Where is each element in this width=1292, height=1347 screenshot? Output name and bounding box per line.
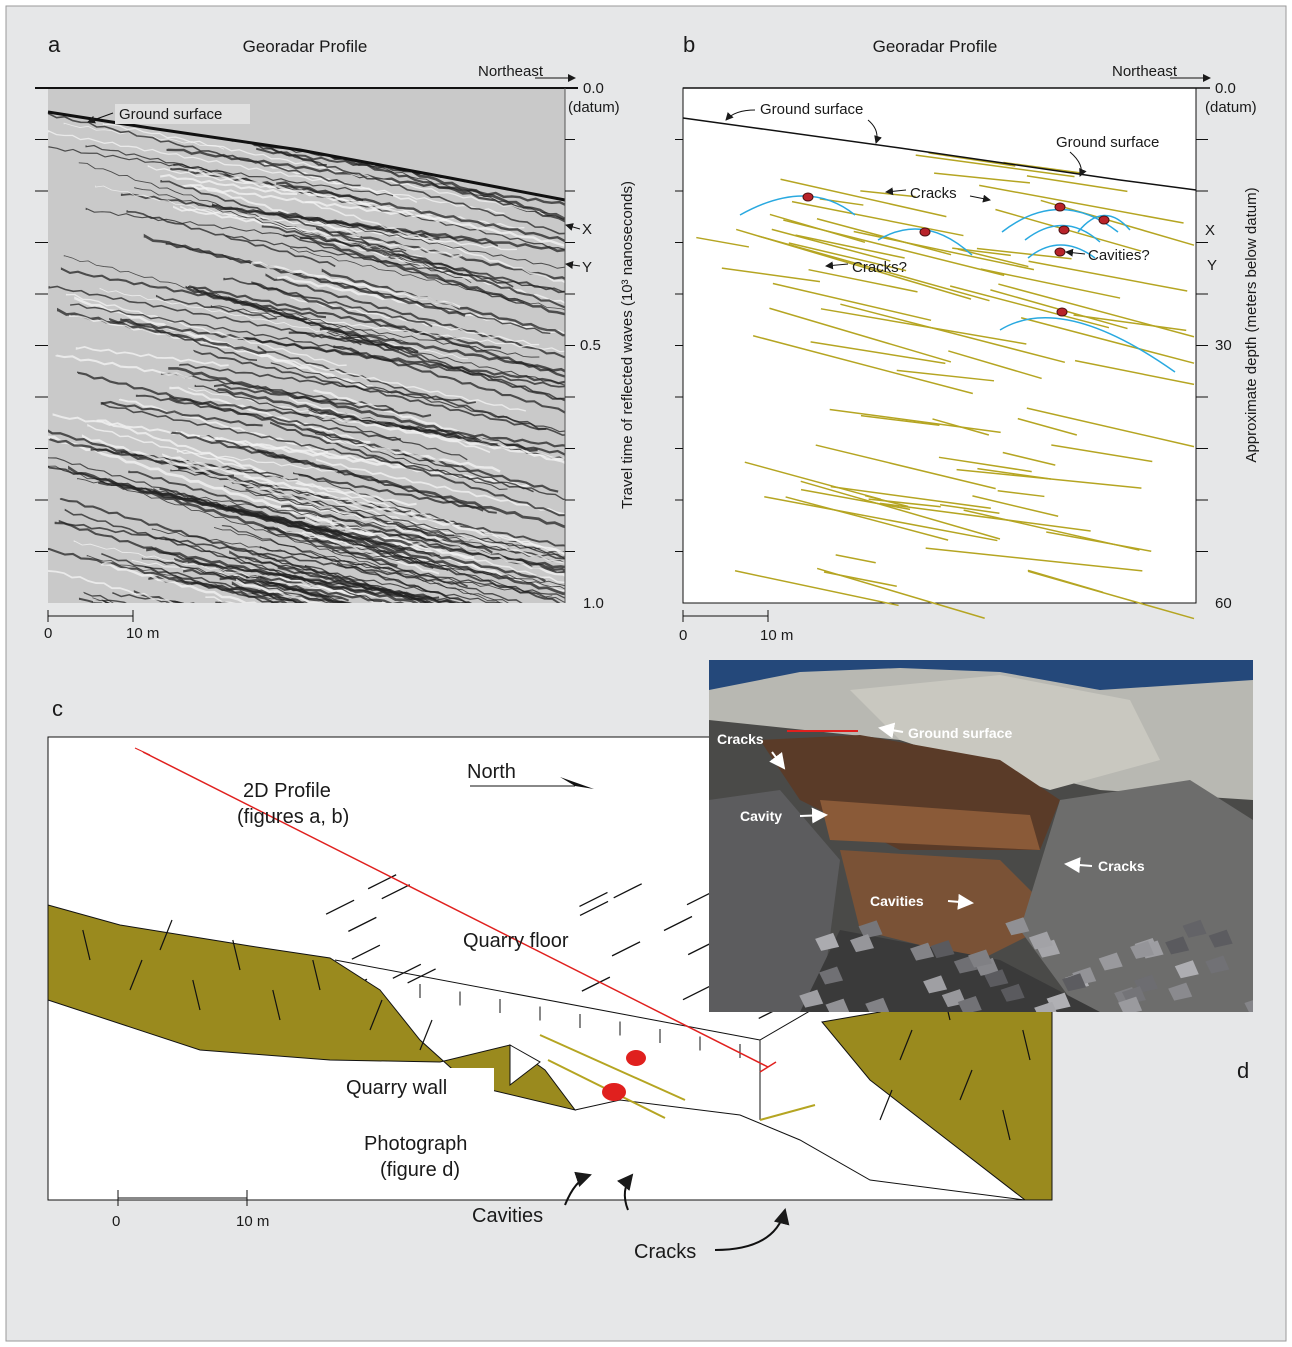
panel-letter: a	[48, 32, 61, 57]
figure: a Georadar Profile Northeast 0.0 (datum)…	[0, 0, 1292, 1347]
cavity-label: Cavity	[740, 808, 782, 824]
axis-label: Travel time of reflected waves (10³ nano…	[619, 181, 636, 509]
cracks-label: Cracks	[1098, 858, 1145, 874]
axis-top-label: 0.0	[1215, 80, 1236, 97]
scale-end: 10 m	[760, 627, 793, 644]
scale-start: 0	[679, 627, 687, 644]
cavities-label: Cavities	[472, 1205, 543, 1227]
cavity-point	[803, 193, 813, 201]
cavity	[602, 1083, 626, 1101]
marker-x: X	[1205, 222, 1215, 239]
cavity-point	[1059, 226, 1069, 234]
cavities-question-label: Cavities?	[1088, 247, 1150, 264]
ground-surface-label: Ground surface	[760, 101, 863, 118]
marker-y: Y	[1207, 257, 1217, 274]
direction-label: Northeast	[1112, 63, 1178, 80]
panel-title: Georadar Profile	[243, 37, 368, 56]
marker-x: X	[582, 221, 592, 238]
cavity-point	[1057, 308, 1067, 316]
quarry-wall-label: Quarry wall	[346, 1077, 447, 1099]
panel-title: Georadar Profile	[873, 37, 998, 56]
panel-letter: d	[1237, 1058, 1249, 1083]
north-label: North	[467, 761, 516, 783]
quarry-floor-label: Quarry floor	[463, 930, 569, 952]
cavity-point	[920, 228, 930, 236]
interpretation-box	[683, 88, 1196, 603]
axis-top-note: (datum)	[1205, 99, 1257, 116]
ground-surface-label: Ground surface	[908, 725, 1012, 741]
profile-label: 2D Profile	[243, 780, 331, 802]
cavity-point	[1055, 248, 1065, 256]
axis-mid-label: 30	[1215, 337, 1232, 354]
ground-surface-label: Ground surface	[1056, 134, 1159, 151]
axis-top-note: (datum)	[568, 99, 620, 116]
panel-b: b Georadar Profile Northeast 0.0 (datum)…	[675, 32, 1260, 644]
ground-surface-label: Ground surface	[119, 106, 222, 123]
scale-end: 10 m	[126, 625, 159, 642]
photograph-label: Photograph	[364, 1133, 467, 1155]
profile-note: (figures a, b)	[237, 806, 349, 828]
photograph	[709, 660, 1268, 1020]
axis-bottom-label: 1.0	[583, 595, 604, 612]
panel-letter: b	[683, 32, 695, 57]
cavities-label: Cavities	[870, 893, 924, 909]
cracks-label: Cracks	[634, 1241, 696, 1263]
cracks-label: Cracks	[717, 731, 764, 747]
cracks-label: Cracks	[910, 185, 957, 202]
direction-label: Northeast	[478, 63, 544, 80]
scale-start: 0	[44, 625, 52, 642]
cavity	[626, 1050, 646, 1066]
cavity-point	[1099, 216, 1109, 224]
panel-letter: c	[52, 696, 63, 721]
axis-mid-label: 0.5	[580, 337, 601, 354]
axis-label: Approximate depth (meters below datum)	[1243, 187, 1260, 462]
pointer	[800, 815, 826, 816]
cavity-point	[1055, 203, 1065, 211]
axis-bottom-label: 60	[1215, 595, 1232, 612]
axis-top-label: 0.0	[583, 80, 604, 97]
marker-y: Y	[582, 259, 592, 276]
scale-end: 10 m	[236, 1213, 269, 1230]
cracks-question-label: Cracks?	[852, 259, 907, 276]
scale-start: 0	[112, 1213, 120, 1230]
photograph-note: (figure d)	[380, 1159, 460, 1181]
